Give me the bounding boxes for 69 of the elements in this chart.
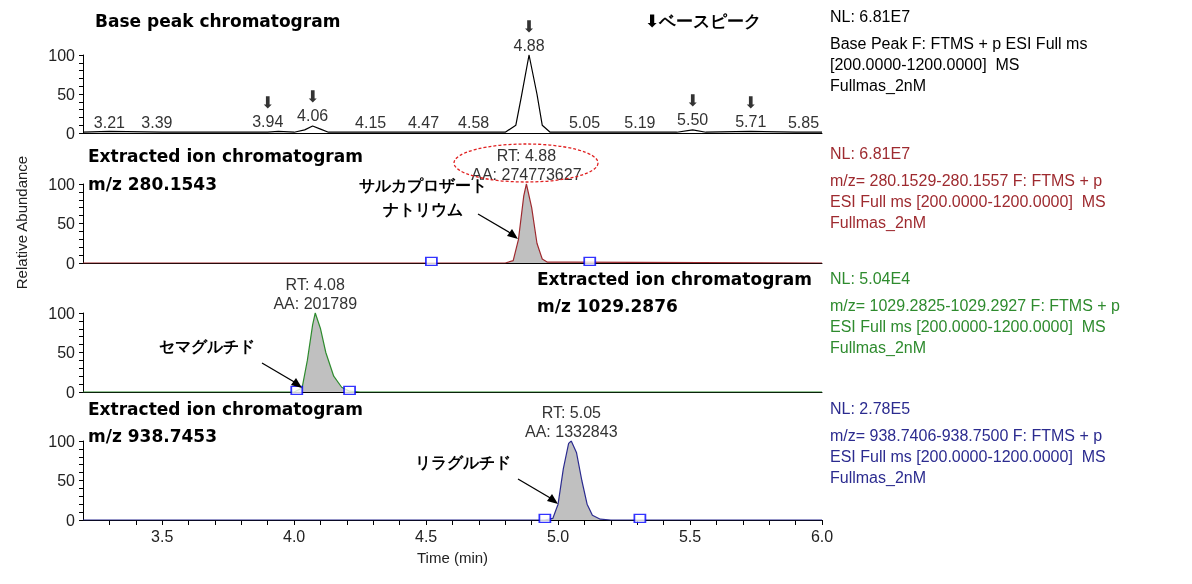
- annotation: 3.21: [93, 113, 126, 131]
- chart-subtitle: m/z 938.7453: [88, 425, 217, 446]
- chart-title: Extracted ion chromatogram: [537, 268, 812, 289]
- y-tick-label: 0: [66, 383, 76, 401]
- annotation: 4.47: [407, 113, 440, 131]
- annotation: RT: 4.08: [285, 275, 346, 293]
- x-tick-label: 4.0: [283, 527, 306, 545]
- annotation: 5.50: [677, 111, 709, 129]
- x-tick-label: 4.5: [414, 527, 438, 545]
- x-tick-label: 6.0: [810, 527, 834, 545]
- y-tick-label: 100: [48, 432, 76, 450]
- text: m/z= 280.1529-280.1557 F: FTMS + p: [830, 171, 1103, 189]
- annotation: 5.85: [787, 113, 820, 131]
- y-tick-label: 0: [66, 254, 76, 272]
- y-tick-label: 100: [48, 304, 76, 322]
- y-axis-title: Relative Abundance: [12, 155, 30, 289]
- annotation: ⬇: [522, 17, 536, 35]
- annotation: ⬇: [744, 93, 758, 111]
- annotation: ⬇: [685, 92, 700, 110]
- text: [200.0000-1200.0000] MS: [830, 55, 1020, 73]
- annotation: 3.39: [141, 113, 173, 131]
- annotation: 3.94: [252, 112, 284, 130]
- annotation: AA: 201789: [273, 294, 358, 312]
- text: NL: 2.78E5: [830, 399, 911, 417]
- text: Fullmas_2nM: [830, 468, 927, 487]
- text: NL: 6.81E7: [830, 7, 911, 25]
- annotation: 4.15: [355, 113, 387, 131]
- text: Fullmas_2nM: [830, 76, 927, 95]
- annotation: 5.19: [624, 113, 656, 131]
- text: NL: 5.04E4: [830, 269, 911, 287]
- chart-title: Extracted ion chromatogram: [88, 398, 363, 419]
- chart-subtitle: m/z 280.1543: [88, 173, 217, 194]
- annotation: ⬇: [261, 93, 275, 111]
- y-tick-label: 100: [48, 175, 76, 193]
- x-tick-label: 3.5: [151, 527, 174, 545]
- text: m/z= 1029.2825-1029.2927 F: FTMS + p: [830, 296, 1121, 314]
- x-axis-title: Time (min): [416, 549, 489, 566]
- annotation: 5.71: [735, 112, 767, 130]
- y-tick-label: 0: [66, 124, 76, 142]
- annotation: 4.88: [513, 36, 545, 54]
- annotation: ⬇: [305, 88, 320, 106]
- y-tick-label: 100: [48, 46, 76, 64]
- y-tick-label: 50: [57, 85, 76, 103]
- text: Base Peak F: FTMS + p ESI Full ms: [830, 34, 1088, 52]
- y-tick-label: 50: [57, 344, 76, 361]
- annotation: RT: 4.88: [496, 146, 557, 164]
- text: Fullmas_2nM: [830, 213, 927, 232]
- y-tick-label: 0: [66, 511, 76, 529]
- chart-title: Base peak chromatogram: [95, 10, 341, 31]
- annotation: RT: 5.05: [541, 403, 602, 421]
- text: m/z= 938.7406-938.7500 F: FTMS + p: [830, 426, 1103, 444]
- x-tick-label: 5.0: [546, 527, 570, 545]
- text: ESI Full ms [200.0000-1200.0000] MS: [830, 192, 1106, 210]
- annotation: リラグルチド: [415, 452, 512, 472]
- text: NL: 6.81E7: [830, 144, 911, 162]
- annotation: 4.58: [458, 113, 490, 131]
- x-tick-label: 5.5: [678, 527, 702, 545]
- annotation: セマグルチド: [159, 336, 256, 356]
- text: ESI Full ms [200.0000-1200.0000] MS: [830, 317, 1106, 335]
- chart-subtitle: m/z 1029.2876: [537, 295, 678, 316]
- annotation: 4.06: [297, 107, 329, 125]
- y-tick-label: 50: [57, 472, 76, 489]
- annotation: 5.05: [568, 113, 601, 131]
- chart-subtitle: ⬇ベースピーク: [645, 10, 762, 31]
- annotation: AA: 1332843: [525, 422, 618, 440]
- text: Fullmas_2nM: [830, 338, 927, 357]
- chart-title: Extracted ion chromatogram: [88, 145, 363, 166]
- text: ESI Full ms [200.0000-1200.0000] MS: [830, 447, 1106, 465]
- y-tick-label: 50: [57, 215, 76, 232]
